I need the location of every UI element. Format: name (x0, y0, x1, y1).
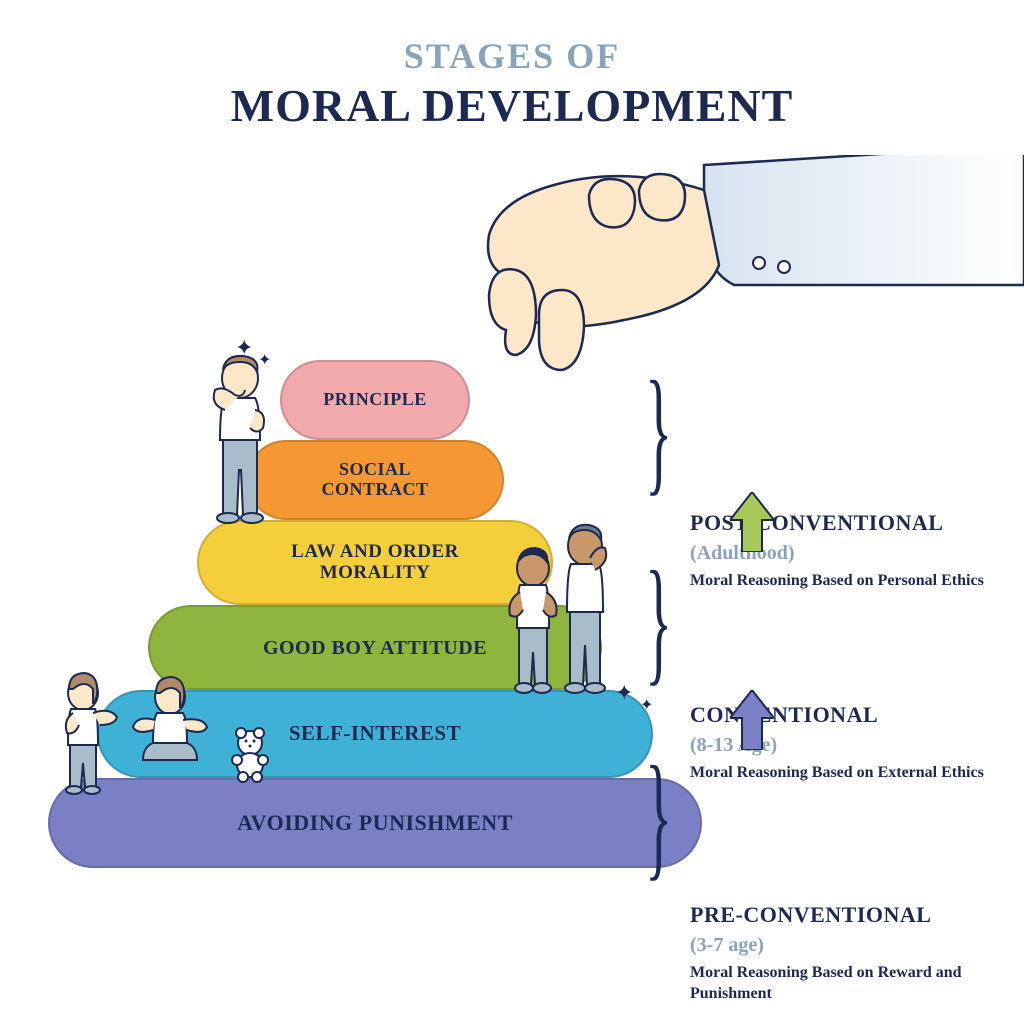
level-title: PRE-CONVENTIONAL (690, 902, 1000, 928)
title-line1: STAGES OF (0, 35, 1024, 77)
figure-children-playing (55, 665, 315, 795)
tier-label: SOCIALCONTRACT (321, 460, 428, 500)
level-age: (3-7 age) (690, 934, 1000, 957)
figure-teens (495, 520, 625, 695)
sparkle-icon: ✦ (640, 695, 653, 715)
level-desc: Moral Reasoning Based on Personal Ethics (690, 571, 984, 592)
title-area: STAGES OF MORAL DEVELOPMENT (0, 0, 1024, 132)
tier-label: AVOIDING PUNISHMENT (237, 811, 513, 835)
tier-label: GOOD BOY ATTITUDE (263, 637, 487, 659)
level-desc: Moral Reasoning Based on Reward and Puni… (690, 963, 1000, 1005)
level-pre-conventional: PRE-CONVENTIONAL (3-7 age) Moral Reasoni… (690, 902, 1000, 1005)
tier-principle: PRINCIPLE (280, 360, 470, 440)
tier-label: PRINCIPLE (323, 390, 427, 410)
title-line2: MORAL DEVELOPMENT (0, 79, 1024, 132)
arrow-up-icon (730, 690, 774, 750)
tier-label: LAW AND ORDERMORALITY (291, 542, 459, 584)
arrow-up-icon (730, 492, 774, 552)
figure-adult-thinking (195, 350, 285, 525)
level-desc: Moral Reasoning Based on External Ethics (690, 763, 984, 784)
brace-icon: } (645, 735, 672, 896)
brace-icon: } (645, 540, 672, 701)
brace-icon: } (645, 350, 672, 511)
